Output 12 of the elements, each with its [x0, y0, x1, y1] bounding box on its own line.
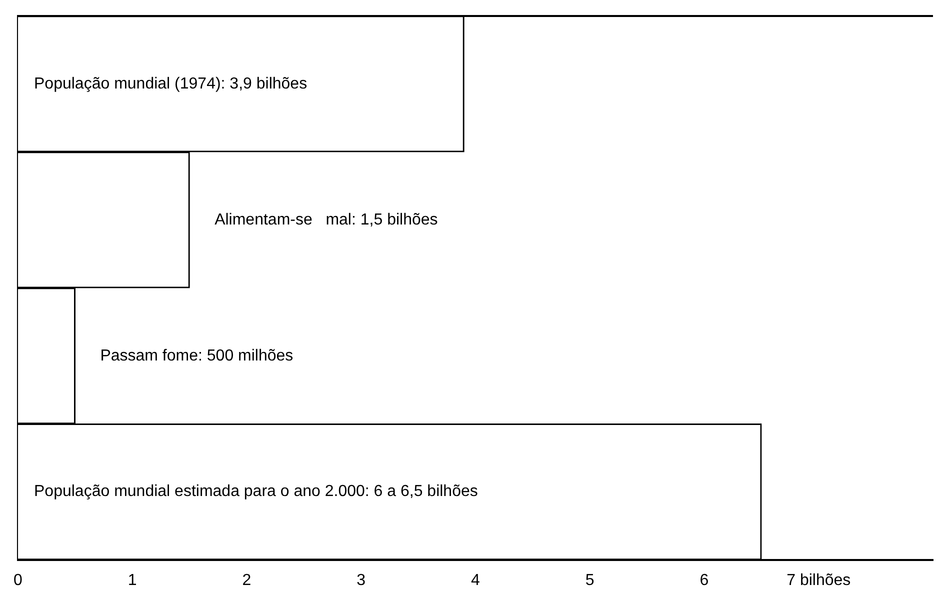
x-tick-label: 5	[585, 572, 594, 589]
x-tick-label: 2	[242, 572, 252, 589]
x-tick-label: 6	[700, 572, 709, 589]
x-tick-label: 3	[356, 572, 366, 589]
x-tick-label: 1	[128, 572, 137, 589]
y-tick-label: População mundial estimada para o ano 2.000: 6 a 6,5 bilhões	[34, 483, 478, 500]
x-tick-label: 4	[471, 572, 480, 589]
x-tick-label: 7 bilhões	[786, 572, 851, 589]
y-tick-label: Alimentam-se mal: 1,5 bilhões	[214, 211, 438, 228]
x-tick-label: 0	[14, 572, 23, 589]
y-tick-label: Passam fome: 500 milhões	[100, 347, 294, 364]
y-tick-label: População mundial (1974): 3,9 bilhões	[34, 75, 308, 92]
